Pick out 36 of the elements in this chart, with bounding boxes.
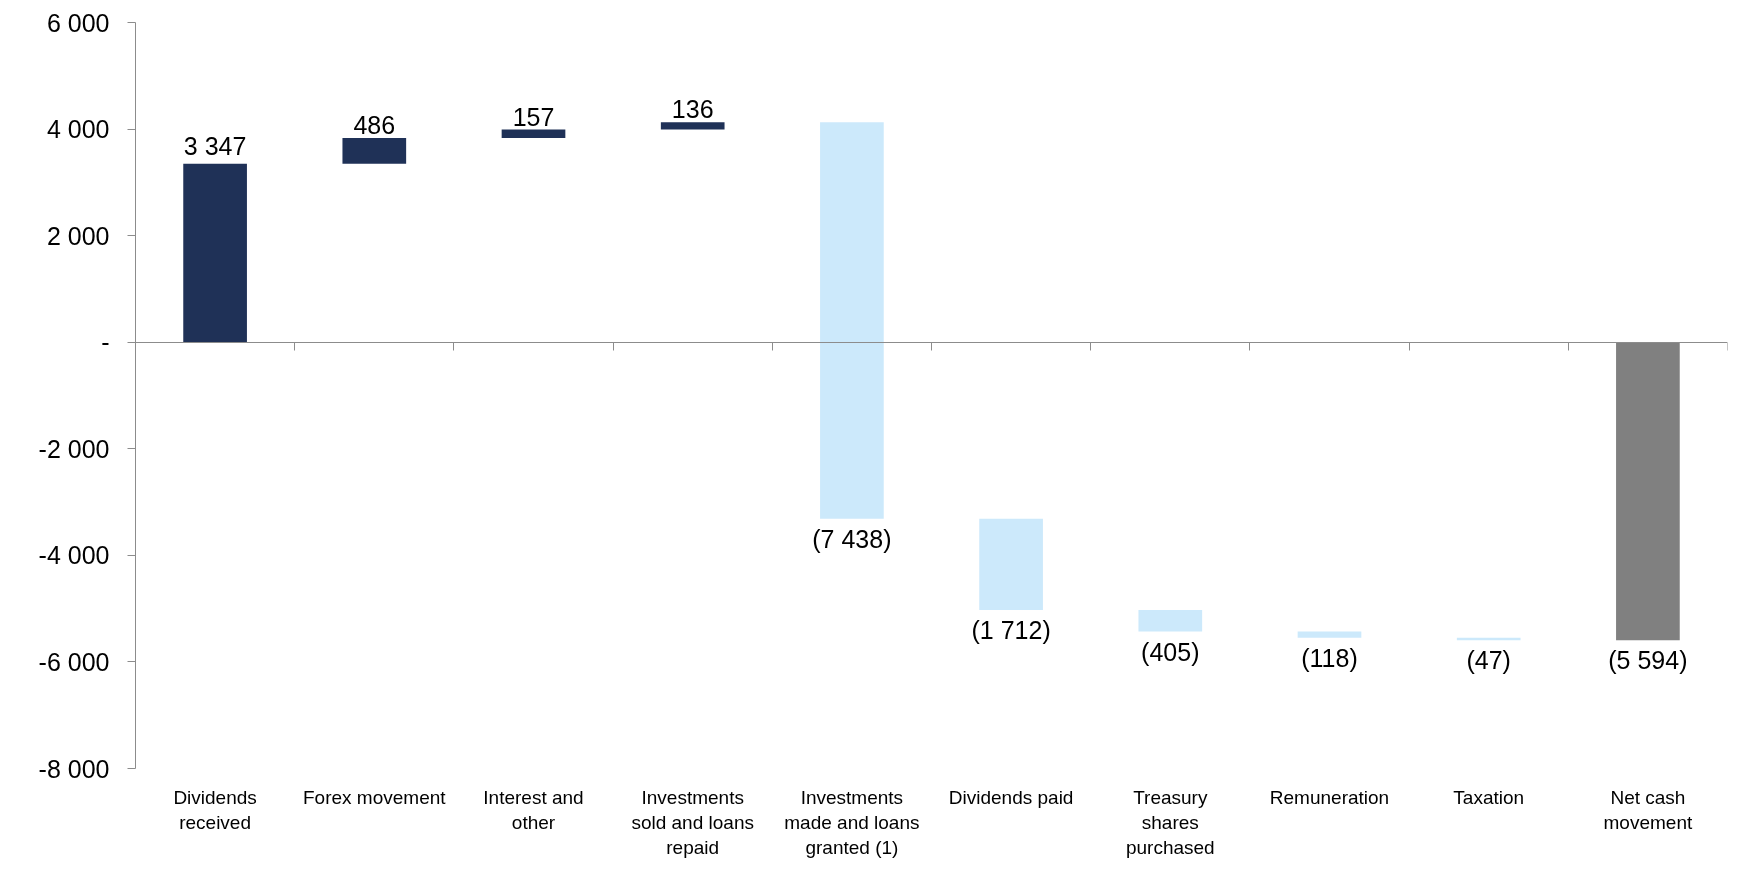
x-tick-label: Dividends paid: [948, 786, 1074, 808]
x-tick-label: Dividends received: [173, 786, 257, 833]
y-tick-label: -: [101, 328, 110, 357]
data-label: (47): [1466, 646, 1511, 675]
bar: [979, 518, 1043, 610]
bar: [1297, 631, 1362, 638]
y-tick-label: -8 000: [38, 754, 110, 783]
x-tick-label: Net cash movement: [1603, 786, 1693, 833]
x-tick-label: Investments made and loans granted (1): [784, 786, 920, 858]
y-tick-label: 2 000: [46, 221, 110, 250]
data-label: (7 438): [812, 524, 892, 553]
y-tick-label: -2 000: [38, 434, 110, 463]
x-tick-label: Interest and other: [483, 786, 584, 833]
y-tick-label: 6 000: [46, 8, 110, 37]
bar: [183, 163, 247, 343]
bar: [820, 122, 884, 519]
data-label: (118): [1301, 643, 1358, 672]
bar: [501, 129, 566, 138]
x-tick-label: Forex movement: [303, 786, 447, 808]
bar: [660, 122, 725, 130]
x-tick-label: Treasury shares purchased: [1125, 786, 1215, 858]
data-label: (405): [1141, 637, 1200, 666]
x-tick-label: Investments sold and loans repaid: [631, 786, 754, 858]
bar: [1138, 609, 1203, 632]
x-tick-label: Remuneration: [1269, 786, 1390, 808]
data-label: 157: [512, 102, 555, 131]
y-tick-label: -4 000: [38, 541, 110, 570]
x-tick-label: Taxation: [1453, 786, 1525, 808]
bar: [342, 137, 407, 164]
y-tick-label: 4 000: [46, 115, 110, 144]
data-label: (1 712): [971, 615, 1051, 644]
data-label: 486: [353, 110, 396, 139]
y-tick-label: -6 000: [38, 647, 110, 676]
data-label: (5 594): [1608, 646, 1688, 675]
data-label: 136: [671, 95, 714, 124]
data-label: 3 347: [183, 131, 247, 160]
